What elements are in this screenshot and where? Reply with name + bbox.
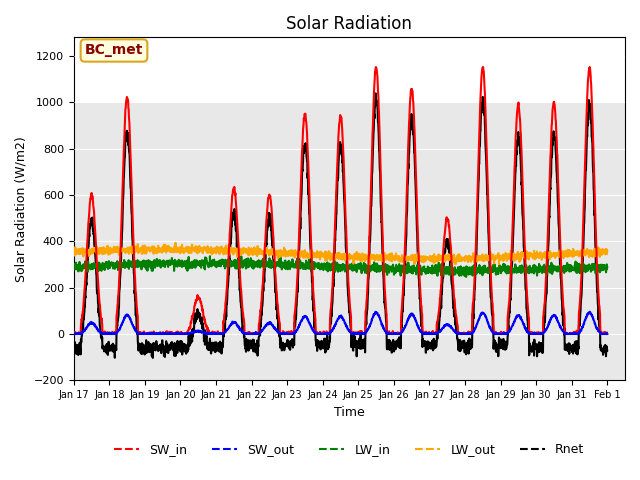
Title: Solar Radiation: Solar Radiation bbox=[287, 15, 412, 33]
Legend: SW_in, SW_out, LW_in, LW_out, Rnet: SW_in, SW_out, LW_in, LW_out, Rnet bbox=[109, 438, 589, 461]
Bar bbox=[74, 102, 625, 195]
X-axis label: Time: Time bbox=[334, 406, 365, 419]
Bar bbox=[74, 288, 625, 380]
Y-axis label: Solar Radiation (W/m2): Solar Radiation (W/m2) bbox=[15, 136, 28, 282]
Text: BC_met: BC_met bbox=[85, 44, 143, 58]
Bar bbox=[74, 195, 625, 288]
